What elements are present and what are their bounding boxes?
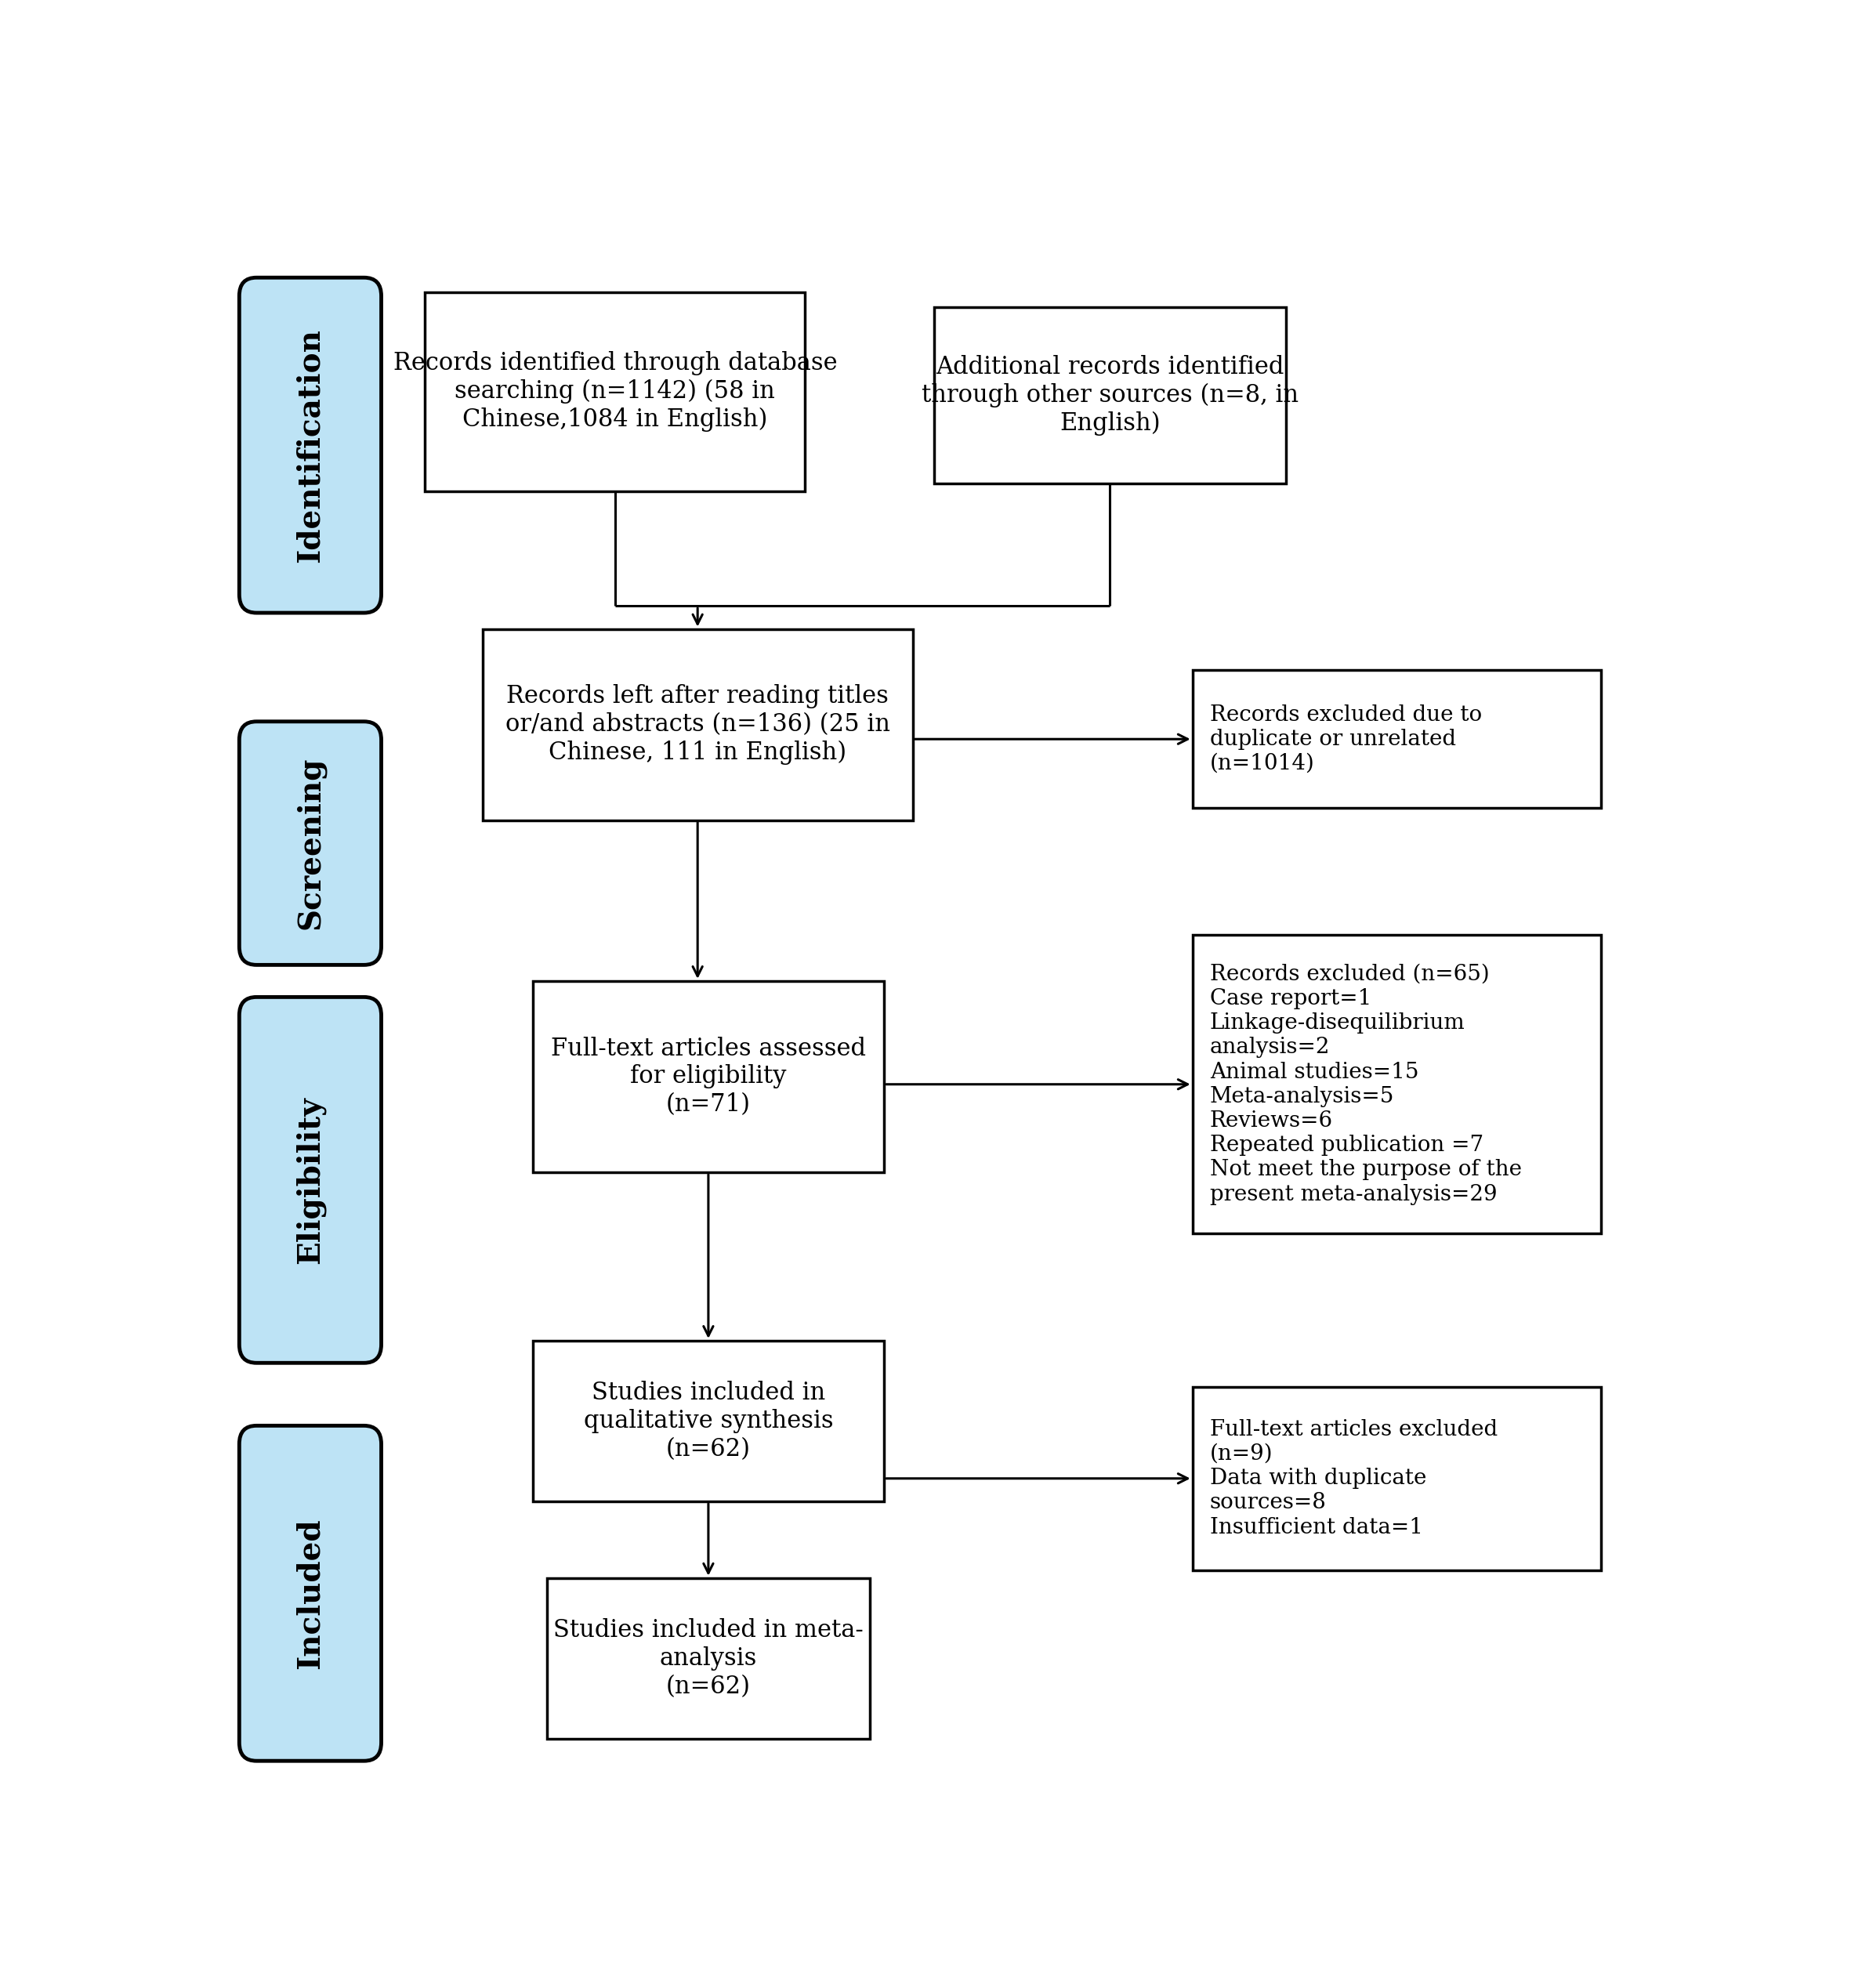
Text: Eligibility: Eligibility xyxy=(294,1095,326,1264)
Text: Included: Included xyxy=(296,1517,326,1668)
FancyBboxPatch shape xyxy=(548,1578,870,1740)
FancyBboxPatch shape xyxy=(239,998,381,1364)
Text: Records identified through database
searching (n=1142) (58 in
Chinese,1084 in En: Records identified through database sear… xyxy=(392,352,837,431)
Text: Additional records identified
through other sources (n=8, in
English): Additional records identified through ot… xyxy=(922,356,1299,435)
Text: Records excluded (n=65)
Case report=1
Linkage-disequilibrium
analysis=2
Animal s: Records excluded (n=65) Case report=1 Li… xyxy=(1211,964,1522,1205)
FancyBboxPatch shape xyxy=(1192,934,1601,1233)
FancyBboxPatch shape xyxy=(1192,1388,1601,1571)
FancyBboxPatch shape xyxy=(239,1425,381,1761)
FancyBboxPatch shape xyxy=(239,278,381,612)
Text: Full-text articles excluded
(n=9)
Data with duplicate
sources=8
Insufficient dat: Full-text articles excluded (n=9) Data w… xyxy=(1211,1419,1497,1539)
FancyBboxPatch shape xyxy=(533,1340,885,1501)
Text: Studies included in
qualitative synthesis
(n=62): Studies included in qualitative synthesi… xyxy=(583,1382,833,1461)
FancyBboxPatch shape xyxy=(1192,670,1601,807)
Text: Studies included in meta-
analysis
(n=62): Studies included in meta- analysis (n=62… xyxy=(553,1618,863,1698)
FancyBboxPatch shape xyxy=(239,722,381,964)
Text: Records excluded due to
duplicate or unrelated
(n=1014): Records excluded due to duplicate or unr… xyxy=(1211,704,1483,773)
FancyBboxPatch shape xyxy=(483,628,913,821)
Text: Records left after reading titles
or/and abstracts (n=136) (25 in
Chinese, 111 i: Records left after reading titles or/and… xyxy=(505,684,890,765)
FancyBboxPatch shape xyxy=(533,980,885,1173)
Text: Full-text articles assessed
for eligibility
(n=71): Full-text articles assessed for eligibil… xyxy=(552,1036,866,1117)
Text: Identification: Identification xyxy=(296,328,326,563)
FancyBboxPatch shape xyxy=(426,292,805,491)
Text: Screening: Screening xyxy=(294,757,326,930)
FancyBboxPatch shape xyxy=(935,308,1286,483)
